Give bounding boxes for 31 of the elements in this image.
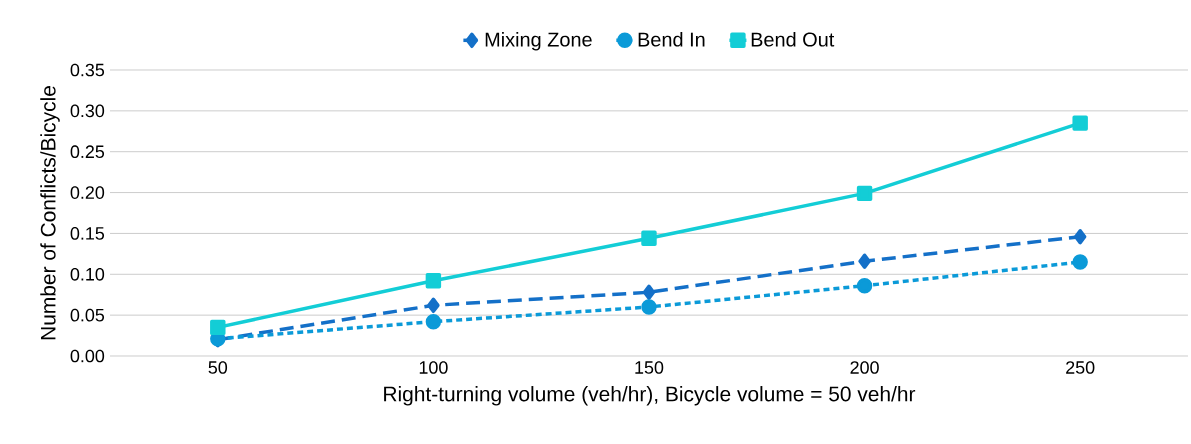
point [642, 284, 656, 300]
point [427, 297, 440, 314]
y-tick-label: 0.00 [70, 349, 105, 363]
point [856, 185, 873, 202]
x-tick-label: 50 [208, 361, 228, 374]
legend-label: Bend In [638, 31, 705, 47]
legend-label: Mixing Zone [485, 31, 592, 51]
y-tick-label: 0.10 [70, 267, 105, 281]
point [1073, 228, 1087, 245]
point [1072, 115, 1088, 131]
point [425, 313, 442, 330]
point [210, 319, 226, 336]
x-tick-label: 200 [850, 361, 879, 374]
x-axis-title: Right-turning volume (veh/hr), Bicycle volume = 50 veh/hr [384, 386, 916, 406]
y-tick-label: 0.15 [70, 227, 105, 240]
point [1072, 254, 1088, 270]
y-tick-label: 0.30 [70, 104, 105, 118]
point [425, 273, 442, 289]
y-tick-label: 0.25 [70, 145, 105, 159]
x-tick-label: 100 [419, 361, 448, 374]
legend-label: Bend Out [751, 31, 835, 47]
point [641, 299, 657, 315]
x-tick-label: 150 [635, 361, 664, 374]
y-tick-label: 0.20 [70, 186, 105, 199]
point [856, 278, 873, 294]
y-tick-label: 0.35 [70, 63, 105, 77]
y-axis-title: Number of Conflicts/Bicycle [40, 86, 60, 340]
x-tick-label: 250 [1066, 361, 1095, 374]
point [858, 253, 871, 269]
y-tick-label: 0.05 [70, 308, 105, 322]
point [641, 230, 657, 247]
